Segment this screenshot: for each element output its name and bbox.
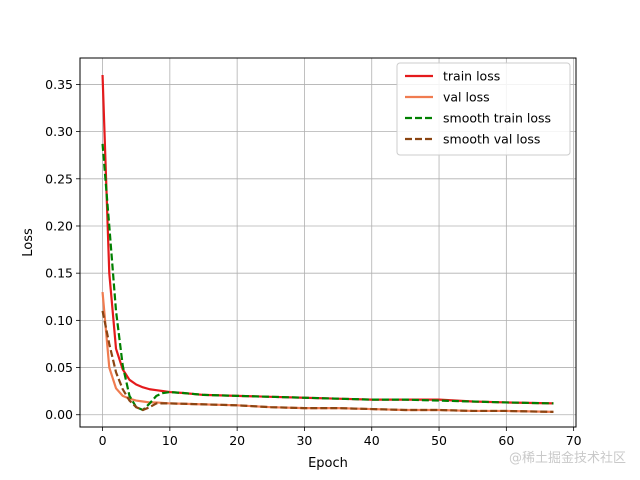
y-tick-label: 0.05 xyxy=(45,360,73,375)
y-tick-label: 0.20 xyxy=(45,218,73,233)
y-axis-label: Loss xyxy=(21,228,36,257)
watermark: @稀土掘金技术社区 xyxy=(508,451,626,466)
y-tick-label: 0.25 xyxy=(45,171,73,186)
x-tick-label: 70 xyxy=(566,433,582,448)
legend: train loss val loss smooth train loss smoot… xyxy=(396,62,571,156)
y-tick-label: 0.10 xyxy=(45,313,73,328)
legend-frame xyxy=(396,62,571,156)
y-tick-label: 0.00 xyxy=(45,407,73,422)
legend-label: train loss xyxy=(443,69,500,84)
y-tick-label: 0.30 xyxy=(45,124,73,139)
legend-label: val loss xyxy=(443,90,490,105)
series-line-smooth-val-loss xyxy=(101,310,554,413)
x-tick-label: 0 xyxy=(99,433,107,448)
series-line-smooth-train-loss xyxy=(101,143,554,412)
x-tick-label: 50 xyxy=(431,433,447,448)
x-tick-label: 30 xyxy=(296,433,312,448)
x-tick-label: 20 xyxy=(229,433,245,448)
y-tick-label: 0.15 xyxy=(45,266,73,281)
series-lines xyxy=(101,74,554,413)
legend-label: smooth train loss xyxy=(443,111,551,126)
x-axis-label: Epoch xyxy=(308,456,348,471)
x-tick-label: 60 xyxy=(498,433,514,448)
y-tick-label: 0.35 xyxy=(45,77,73,92)
x-tick-label: 10 xyxy=(162,433,178,448)
plot-frame xyxy=(79,57,577,428)
x-tick-label: 40 xyxy=(364,433,380,448)
legend-label: smooth val loss xyxy=(443,132,540,147)
ticks: 0 10 20 30 40 50 60 70 0.00 0.05 0.10 0.15 0.20 0.25 0… xyxy=(45,77,581,448)
